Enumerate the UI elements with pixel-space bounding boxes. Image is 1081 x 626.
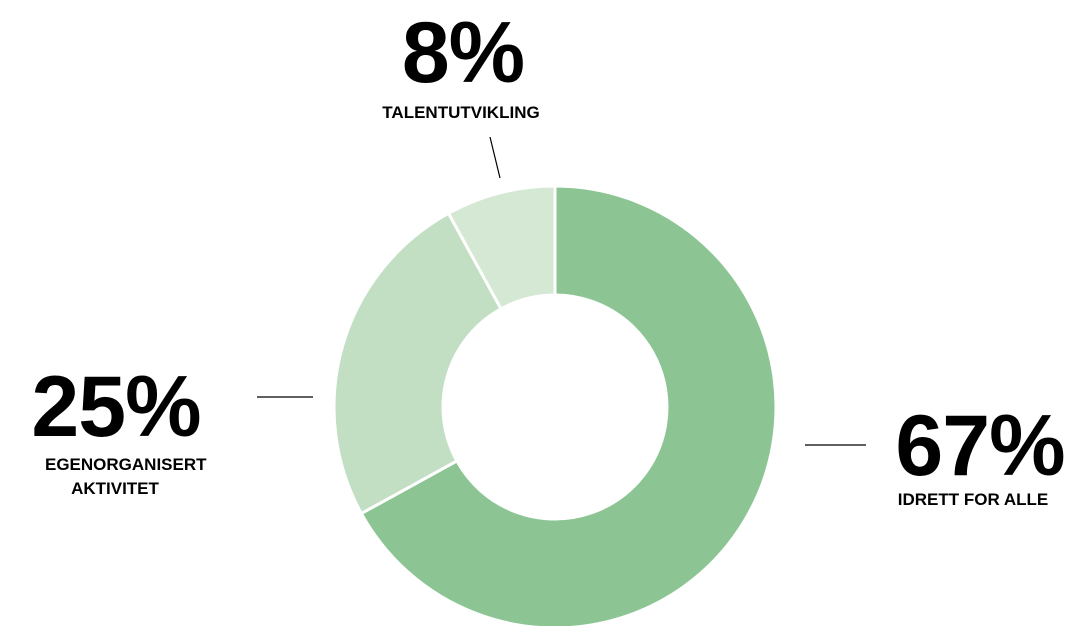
donut-segment (332, 211, 504, 516)
value-label: 67% (895, 398, 1065, 494)
value-label: 8% (401, 5, 525, 101)
donut-segment (446, 184, 557, 311)
category-label: EGENORGANISERT AKTIVITET (45, 455, 207, 498)
category-label: IDRETT FOR ALLE (897, 490, 1049, 509)
donut-segment (359, 184, 778, 626)
category-label: TALENTUTVIKLING (382, 103, 540, 122)
leader-line (489, 136, 501, 179)
value-label: 25% (31, 359, 201, 455)
